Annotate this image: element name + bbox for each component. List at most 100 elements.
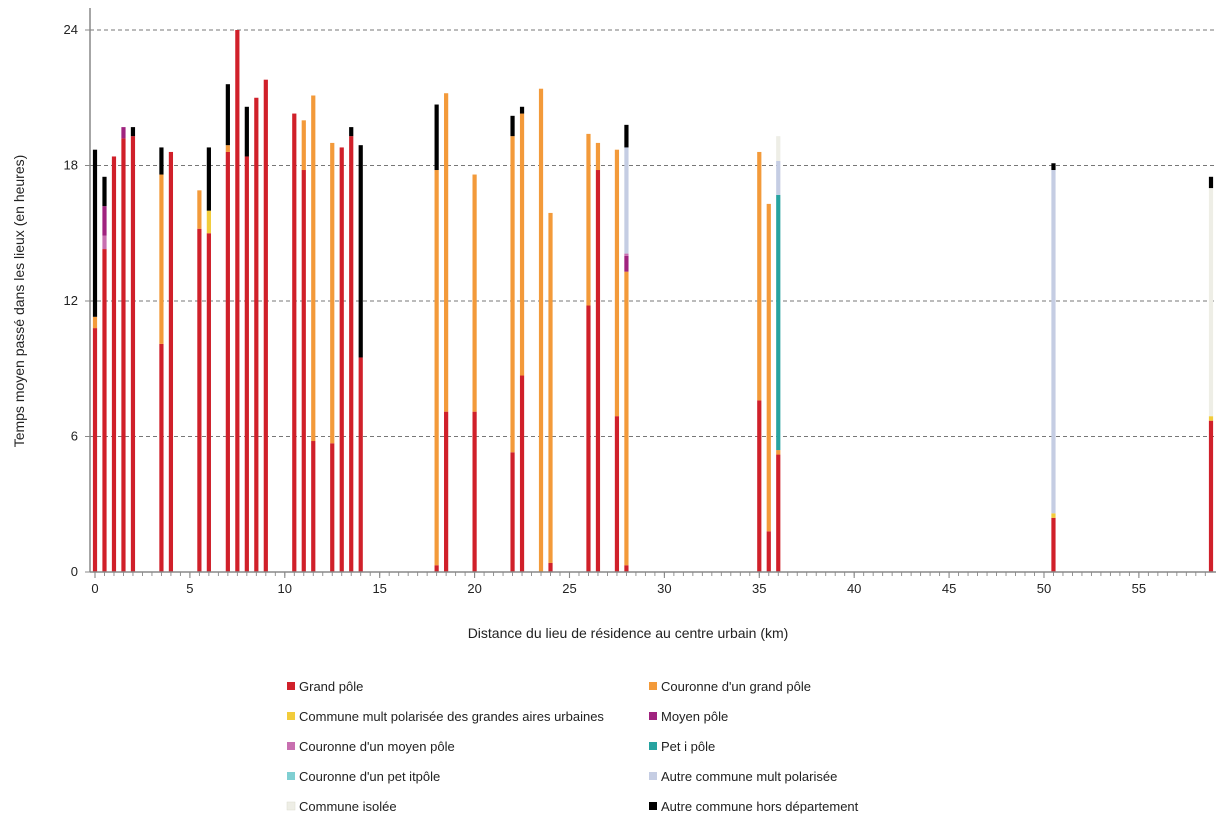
- legend-item: Moyen pôle: [649, 709, 728, 724]
- bar-segment: [92, 149, 98, 317]
- axes: 0 6 12 18 24 0 5 10 15 20 25 30 35 40 45 50 55: [64, 8, 1216, 596]
- bar-stack: [121, 127, 126, 572]
- bar-segment: [159, 343, 164, 572]
- legend-label: Autre commune mult polarisée: [661, 769, 837, 784]
- bar-stack: [339, 147, 344, 572]
- x-tick-label: 15: [372, 581, 386, 596]
- bar-segment: [254, 97, 259, 572]
- bar-segment: [159, 147, 164, 175]
- bar-segment: [519, 113, 525, 376]
- bar-segment: [102, 206, 107, 236]
- bar-segment: [538, 88, 544, 572]
- bar-stack: [595, 142, 601, 572]
- bar-segment: [358, 145, 363, 358]
- bar-segment: [614, 149, 620, 417]
- bar-stack: [510, 115, 515, 572]
- legend-swatch: [649, 742, 657, 750]
- bar-stack: [235, 30, 240, 572]
- bar-segment: [434, 104, 439, 171]
- bar-segment: [510, 115, 515, 137]
- bar-segment: [330, 142, 335, 444]
- legend-swatch: [649, 772, 657, 780]
- x-tick-label: 35: [752, 581, 766, 596]
- bar-segment: [434, 170, 439, 566]
- bar-segment: [263, 79, 268, 572]
- bar-stack: [519, 106, 525, 572]
- bar-segment: [111, 156, 117, 572]
- bar-stack: [197, 190, 202, 572]
- bar-segment: [472, 174, 477, 412]
- legend-swatch: [287, 742, 295, 750]
- bar-stack: [254, 97, 259, 572]
- bar-segment: [1051, 513, 1056, 518]
- bar-segment: [244, 106, 249, 157]
- bar-segment: [330, 443, 335, 572]
- bar-segment: [1208, 420, 1214, 572]
- bar-segment: [225, 151, 230, 572]
- bar-segment: [776, 160, 781, 195]
- bar-segment: [510, 136, 515, 453]
- bar-segment: [595, 142, 601, 171]
- legend-item: Couronne d'un grand pôle: [649, 679, 811, 694]
- bar-stack: [1208, 176, 1214, 572]
- bar-segment: [349, 136, 354, 572]
- legend-item: Pet i pôle: [649, 739, 715, 754]
- bar-segment: [548, 562, 553, 572]
- legend-label: Commune isolée: [299, 799, 397, 814]
- x-tick-label: 50: [1037, 581, 1051, 596]
- bar-segment: [614, 416, 620, 572]
- bar-segment: [206, 233, 211, 572]
- legend-swatch: [649, 712, 657, 720]
- bar-stack: [244, 106, 249, 572]
- bar-segment: [624, 255, 629, 272]
- bar-segment: [444, 93, 449, 412]
- legend-item: Couronne d'un moyen pôle: [287, 739, 455, 754]
- bar-stack: [1051, 163, 1056, 572]
- bar-segment: [776, 194, 781, 451]
- legend-label: Autre commune hors département: [661, 799, 859, 814]
- x-tick-label: 10: [278, 581, 292, 596]
- y-tick-label: 0: [71, 564, 78, 579]
- bar-stack: [130, 127, 136, 572]
- bar-segment: [1208, 176, 1214, 189]
- legend-item: Commune mult polarisée des grandes aires…: [287, 709, 604, 724]
- legend-swatch: [287, 712, 295, 720]
- x-tick-label: 45: [942, 581, 956, 596]
- legend-swatch: [649, 682, 657, 690]
- y-tick-label: 6: [71, 429, 78, 444]
- bar-segment: [1051, 170, 1056, 514]
- x-tick-label: 20: [467, 581, 481, 596]
- legend-label: Moyen pôle: [661, 709, 728, 724]
- bar-segment: [244, 156, 249, 572]
- bar-segment: [311, 441, 316, 572]
- bar-segment: [130, 127, 136, 137]
- bar-segment: [311, 95, 316, 442]
- bar-segment: [301, 170, 306, 572]
- bar-segment: [776, 450, 781, 455]
- bar-stack: [225, 84, 230, 572]
- bar-stack: [92, 149, 98, 572]
- bar-segment: [102, 235, 107, 250]
- bar-segment: [339, 147, 344, 572]
- bar-stack: [330, 142, 335, 572]
- bar-segment: [159, 174, 164, 344]
- bar-stack: [349, 127, 354, 572]
- bar-segment: [206, 147, 211, 211]
- y-tick-label: 12: [64, 293, 78, 308]
- x-tick-label: 5: [186, 581, 193, 596]
- bar-segment: [624, 271, 629, 566]
- bar-segment: [624, 124, 629, 148]
- legend-swatch: [287, 772, 295, 780]
- bar-segment: [121, 138, 126, 572]
- legend-item: Autre commune mult polarisée: [649, 769, 837, 784]
- bar-segment: [1208, 188, 1214, 417]
- bar-stack: [766, 203, 771, 572]
- legend-label: Commune mult polarisée des grandes aires…: [299, 709, 604, 724]
- bar-stack: [472, 174, 477, 572]
- bars: [92, 30, 1214, 572]
- bar-segment: [358, 357, 363, 572]
- bar-stack: [776, 136, 781, 572]
- legend-swatch: [287, 682, 295, 690]
- bar-segment: [197, 190, 202, 229]
